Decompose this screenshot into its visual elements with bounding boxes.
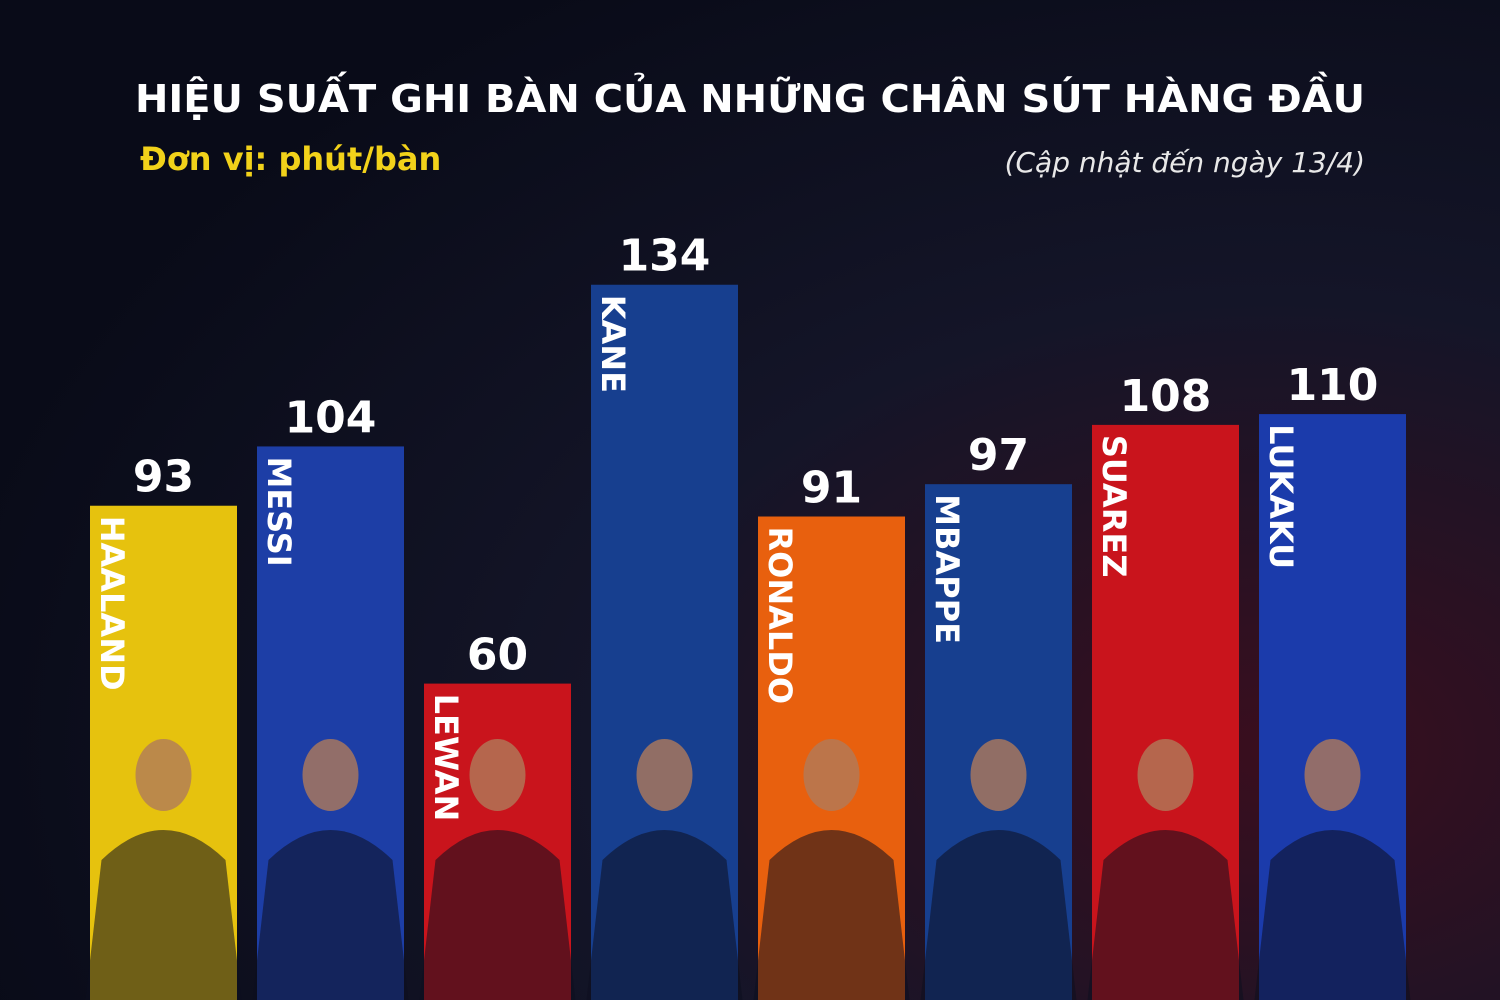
player-figure [1087,830,1244,1000]
player-name: LUKAKU [1262,424,1300,569]
value-label: 97 [968,430,1029,481]
player-head [469,739,526,811]
value-label: 60 [467,630,528,681]
value-label: 91 [801,463,862,514]
unit-label: Đơn vị: phút/bàn [140,140,441,178]
player-head [302,739,359,811]
player-name: HAALAND [93,516,131,691]
player-figure [920,830,1077,1000]
value-label: 134 [619,231,711,282]
player-head [803,739,860,811]
player-figure [753,830,910,1000]
update-note: (Cập nhật đến ngày 13/4) [1005,146,1365,179]
player-figure [419,830,576,1000]
player-name: KANE [594,295,632,393]
chart-title: HIỆU SUẤT GHI BÀN CỦA NHỮNG CHÂN SÚT HÀN… [135,72,1365,121]
player-name: SUAREZ [1095,435,1133,578]
player-head [1137,739,1194,811]
player-head [135,739,192,811]
value-label: 110 [1287,360,1379,411]
player-figure [85,830,242,1000]
value-label: 104 [285,392,377,443]
player-figure [252,830,409,1000]
player-head [636,739,693,811]
player-figure [586,830,743,1000]
player-figure [1254,830,1411,1000]
player-name: MBAPPE [928,494,966,644]
player-name: LEWAN [427,694,465,822]
value-label: 108 [1120,371,1212,422]
player-name: RONALDO [761,527,799,705]
player-head [970,739,1027,811]
player-head [1304,739,1361,811]
player-name: MESSI [260,456,298,566]
value-label: 93 [133,452,194,503]
